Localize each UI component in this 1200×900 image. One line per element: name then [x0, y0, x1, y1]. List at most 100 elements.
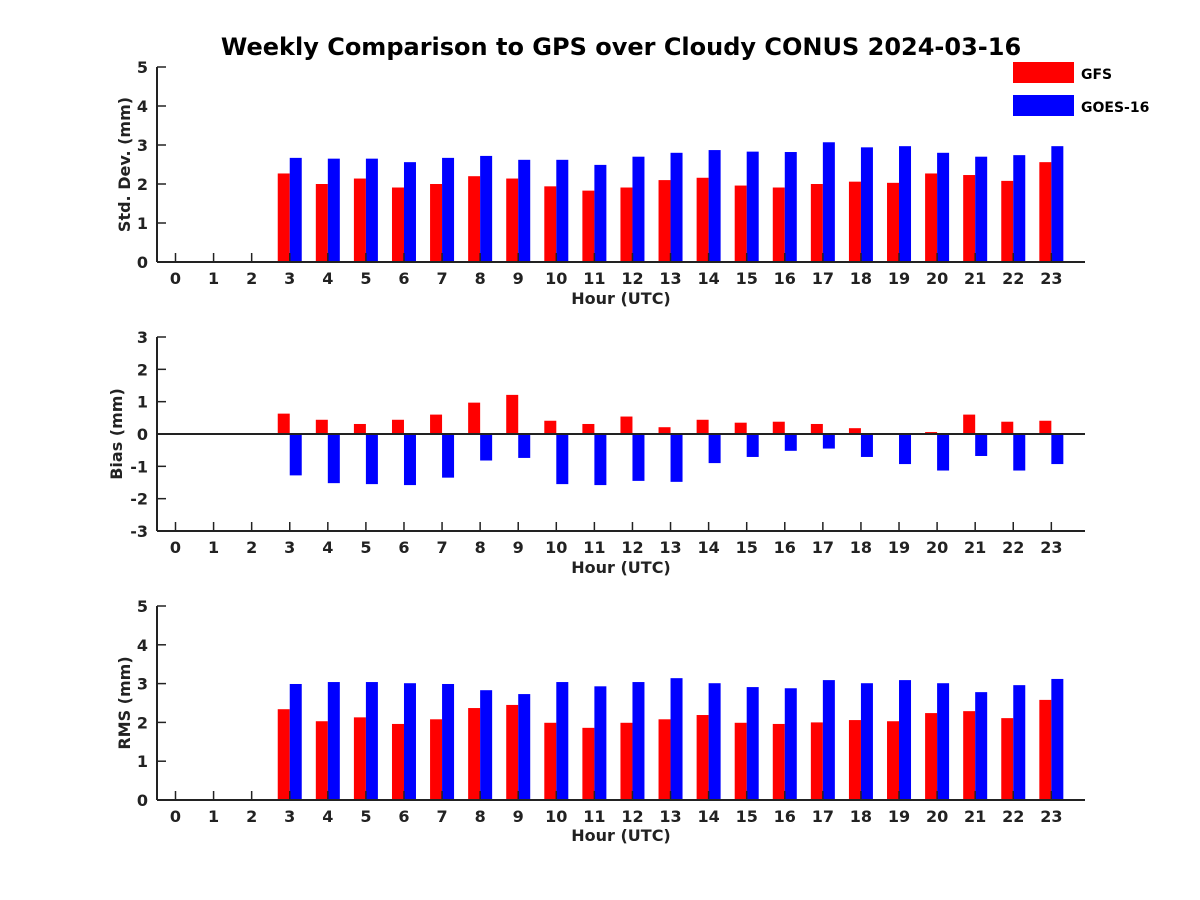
bias-bar-gfs-h22 — [1001, 421, 1014, 434]
rms-bar-gfs-h6 — [391, 723, 404, 800]
rms-bar-gfs-h21 — [963, 711, 976, 800]
bias-x-tick-label: 9 — [513, 538, 524, 557]
rms-bar-goes16-h23 — [1051, 678, 1064, 800]
bias-x-tick-label: 16 — [774, 538, 796, 557]
std-dev-bar-goes16-h15 — [746, 151, 759, 262]
bias-x-tick-label: 5 — [360, 538, 371, 557]
bias-bar-goes16-h16 — [784, 434, 797, 451]
bias-x-tick-label: 10 — [545, 538, 567, 557]
bias-x-tick-label: 4 — [322, 538, 333, 557]
rms-bar-goes16-h12 — [632, 682, 645, 800]
std-dev-x-tick-label: 19 — [888, 269, 910, 288]
bias-bar-goes16-h15 — [746, 434, 759, 457]
rms-x-tick-label: 5 — [360, 807, 371, 826]
std-dev-bar-goes16-h22 — [1013, 155, 1026, 262]
bias-bar-gfs-h7 — [430, 414, 443, 434]
std-dev-x-axis-label: Hour (UTC) — [571, 289, 671, 308]
bias-x-tick-label: 22 — [1002, 538, 1024, 557]
bias-bar-goes16-h23 — [1051, 434, 1064, 465]
rms-bar-goes16-h5 — [365, 682, 378, 800]
std-dev-bar-gfs-h15 — [734, 185, 747, 262]
std-dev-x-tick-label: 15 — [736, 269, 758, 288]
std-dev-bar-goes16-h16 — [784, 152, 797, 262]
rms-y-tick-label: 4 — [137, 636, 148, 655]
std-dev-bar-goes16-h11 — [594, 164, 607, 262]
std-dev-x-tick-label: 9 — [513, 269, 524, 288]
rms-x-tick-label: 14 — [697, 807, 719, 826]
rms-y-tick-label: 5 — [137, 597, 148, 616]
rms-x-tick-label: 23 — [1040, 807, 1062, 826]
std-dev-bar-gfs-h10 — [544, 186, 557, 262]
std-dev-bar-gfs-h12 — [620, 187, 633, 262]
bias-y-tick-label: 2 — [137, 360, 148, 379]
std-dev-bar-gfs-h20 — [925, 173, 938, 262]
legend-label-gfs: GFS — [1081, 67, 1112, 83]
bias-bar-goes16-h14 — [708, 434, 721, 464]
std-dev-bar-gfs-h9 — [506, 178, 519, 262]
rms-x-tick-label: 11 — [583, 807, 605, 826]
bias-y-tick-label: -2 — [130, 490, 148, 509]
rms-bar-gfs-h12 — [620, 722, 633, 800]
std-dev-bar-gfs-h4 — [315, 184, 328, 262]
std-dev-bar-gfs-h13 — [658, 180, 671, 262]
bias-x-tick-label: 7 — [436, 538, 447, 557]
bias-bar-gfs-h3 — [277, 413, 290, 434]
rms-x-tick-label: 6 — [398, 807, 409, 826]
rms-bar-goes16-h6 — [403, 683, 416, 800]
bias-bar-goes16-h4 — [327, 434, 340, 484]
bias-x-tick-label: 20 — [926, 538, 948, 557]
bias-bar-gfs-h5 — [353, 423, 366, 434]
rms-x-tick-label: 0 — [170, 807, 181, 826]
std-dev-bar-goes16-h12 — [632, 156, 645, 262]
std-dev-bar-gfs-h6 — [391, 187, 404, 262]
rms-bar-gfs-h23 — [1039, 699, 1052, 800]
bias-bar-goes16-h6 — [403, 434, 416, 486]
rms-x-tick-label: 18 — [850, 807, 872, 826]
std-dev-bar-goes16-h10 — [556, 159, 569, 262]
std-dev-bar-gfs-h22 — [1001, 180, 1014, 262]
rms-x-tick-label: 13 — [659, 807, 681, 826]
rms-bar-goes16-h11 — [594, 686, 607, 800]
std-dev-x-tick-label: 5 — [360, 269, 371, 288]
bias-x-tick-label: 3 — [284, 538, 295, 557]
rms-x-tick-label: 2 — [246, 807, 257, 826]
chart-title: Weekly Comparison to GPS over Cloudy CON… — [221, 33, 1021, 61]
bias-x-tick-label: 8 — [475, 538, 486, 557]
bias-bar-goes16-h13 — [670, 434, 683, 482]
std-dev-y-axis-label: Std. Dev. (mm) — [115, 97, 134, 232]
bias-bar-goes16-h22 — [1013, 434, 1026, 471]
rms-bar-gfs-h8 — [468, 708, 481, 800]
bias-bar-gfs-h16 — [772, 421, 785, 434]
std-dev-bar-goes16-h17 — [822, 142, 835, 262]
bias-bar-gfs-h8 — [468, 402, 481, 434]
std-dev-bar-goes16-h7 — [442, 157, 455, 262]
rms-bar-goes16-h15 — [746, 687, 759, 800]
rms-x-tick-label: 19 — [888, 807, 910, 826]
std-dev-bar-goes16-h18 — [860, 147, 873, 262]
bias-x-tick-label: 14 — [697, 538, 719, 557]
rms-x-tick-label: 3 — [284, 807, 295, 826]
rms-y-axis-label: RMS (mm) — [115, 656, 134, 749]
rms-bar-goes16-h10 — [556, 682, 569, 800]
bias-x-tick-label: 17 — [812, 538, 834, 557]
std-dev-y-tick-label: 4 — [137, 97, 148, 116]
std-dev-y-tick-label: 3 — [137, 136, 148, 155]
std-dev-bar-goes16-h23 — [1051, 146, 1064, 262]
rms-bar-gfs-h9 — [506, 704, 519, 800]
rms-y-tick-label: 1 — [137, 752, 148, 771]
std-dev-bar-goes16-h19 — [899, 146, 912, 262]
std-dev-x-tick-label: 13 — [659, 269, 681, 288]
std-dev-x-tick-label: 16 — [774, 269, 796, 288]
std-dev-bar-goes16-h13 — [670, 152, 683, 262]
bias-x-tick-label: 23 — [1040, 538, 1062, 557]
std-dev-x-tick-label: 10 — [545, 269, 567, 288]
rms-x-tick-label: 4 — [322, 807, 333, 826]
legend-swatch-gfs — [1013, 62, 1074, 83]
std-dev-bar-gfs-h16 — [772, 187, 785, 262]
std-dev-x-tick-label: 14 — [697, 269, 719, 288]
rms-bar-gfs-h5 — [353, 717, 366, 800]
std-dev-x-tick-label: 21 — [964, 269, 986, 288]
std-dev-x-tick-label: 20 — [926, 269, 948, 288]
